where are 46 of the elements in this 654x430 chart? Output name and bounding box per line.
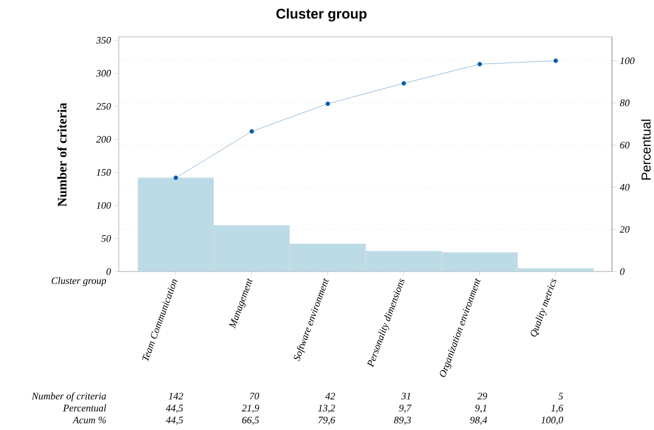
data-label: 29 [477, 392, 488, 400]
y-tick-label: 150 [96, 168, 111, 176]
point [554, 58, 558, 63]
y2-tick-label: 0 [620, 268, 625, 275]
y-tick-label: 0 [106, 268, 111, 275]
data-label: 89,3 [394, 416, 411, 425]
data-label: 70 [250, 392, 260, 400]
text: 9,1 [475, 404, 486, 413]
point [250, 128, 254, 134]
text: 21,9 [242, 404, 260, 413]
data-label: 142 [168, 392, 184, 400]
text: 9,7 [399, 404, 412, 413]
y2-tick-label: 60 [620, 142, 630, 148]
y2-tick-label: 40 [620, 184, 630, 190]
y2-axis-title: Percentual [641, 120, 651, 180]
x-axis-title: Cluster group [52, 276, 106, 286]
data-label: 100,0 [541, 416, 564, 425]
point [402, 80, 406, 86]
y2-tick-label: 80 [620, 99, 630, 106]
y-axis-title: Number of criteria [57, 102, 67, 206]
y-tick-label: 350 [96, 36, 111, 44]
y-tick-label: 200 [96, 136, 111, 143]
text: Percentual [62, 404, 106, 412]
data-label: 31 [401, 392, 410, 400]
text: Number of criteria [32, 392, 106, 402]
chart-title: Cluster group [276, 8, 367, 22]
x-tick-label: Quality metrics [530, 278, 556, 336]
y2-tick-label: 20 [620, 226, 630, 233]
point [326, 101, 330, 106]
y-tick-label: 250 [96, 102, 111, 110]
data-label: 5 [558, 392, 563, 400]
data-label: 66,5 [242, 416, 259, 425]
data-label: 42 [325, 392, 336, 400]
text: Acum % [72, 416, 106, 424]
point [478, 62, 482, 66]
text: 1,6 [551, 404, 564, 413]
y-tick-label: 50 [101, 235, 111, 242]
text: 13,2 [318, 404, 336, 413]
point [174, 175, 178, 180]
data-label: 98,4 [470, 416, 488, 425]
data-label: 79,6 [318, 416, 336, 425]
y-tick-label: 300 [96, 70, 111, 76]
text: 44,5 [166, 404, 183, 413]
y2-tick-label: 100 [620, 57, 635, 64]
y-tick-label: 100 [96, 202, 111, 209]
data-label: 44,5 [166, 416, 183, 425]
